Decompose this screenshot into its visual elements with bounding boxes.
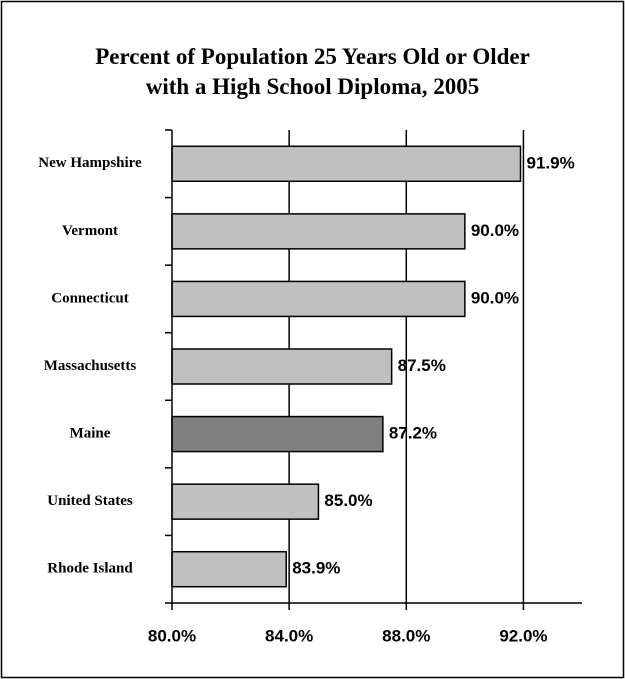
bar (171, 483, 320, 520)
chart-title: Percent of Population 25 Years Old or Ol… (95, 44, 530, 99)
value-label: 90.0% (471, 288, 519, 307)
x-tick-label: 84.0% (265, 626, 313, 645)
value-label: 91.9% (527, 153, 575, 172)
value-label: 83.9% (292, 559, 340, 578)
value-label: 87.5% (398, 356, 446, 375)
bar (171, 145, 522, 183)
y-tick-label: New Hampshire (38, 155, 142, 171)
y-tick-label: Rhode Island (47, 561, 133, 577)
x-tick-label: 80.0% (148, 626, 196, 645)
value-label: 85.0% (324, 491, 372, 510)
value-label: 90.0% (471, 221, 519, 240)
y-tick-label: Maine (70, 426, 111, 442)
y-tick-label: Massachusetts (44, 358, 137, 374)
x-tick-label: 88.0% (382, 626, 430, 645)
bar (171, 550, 287, 588)
y-tick-label: Connecticut (51, 290, 129, 306)
bar (171, 280, 466, 318)
bar (171, 213, 466, 250)
y-tick-label: United States (47, 493, 133, 509)
value-label: 87.2% (389, 424, 437, 443)
y-tick-label: Vermont (62, 223, 118, 239)
bar (171, 415, 384, 453)
x-tick-label: 92.0% (499, 626, 547, 645)
bar (171, 348, 393, 385)
